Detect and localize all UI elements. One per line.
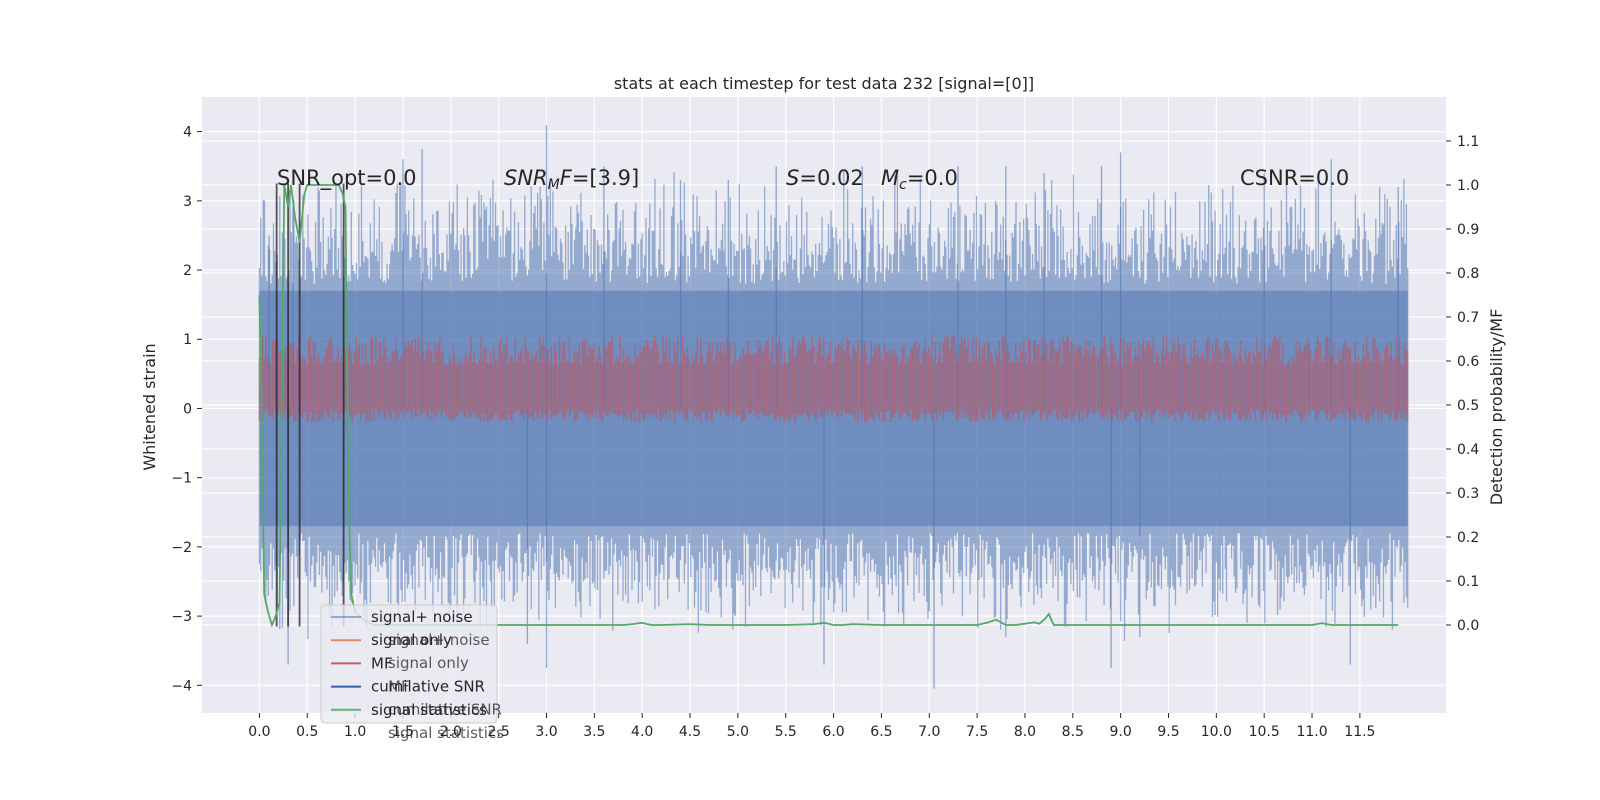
legend-label: MF [371,654,393,672]
x-tick-label: 9.0 [1110,724,1132,740]
x-tick-label: 3.0 [535,724,557,740]
x-tick-label: 4.0 [631,724,653,740]
tick-labels: 0.0 0.5 1.0 1.5 2.0 2.5 3.0 3.5 4.0 4.5 5.0 5.5 6.0 6… [171,125,1479,740]
y-tick-label-left: −3 [171,609,192,625]
x-tick-label: 2.0 [440,724,462,740]
y-tick-label-right: 0.0 [1457,618,1479,634]
legend-label: signal statistics [371,701,487,719]
y-tick-label-right: 0.6 [1457,354,1479,370]
legend-ghost: signal+ noise signal only MF cumilative SNR… [388,631,504,742]
legend-ghost-label: cumilative SNR [388,701,502,719]
annotation-mc: Mc=0.0 [881,166,958,193]
x-tick-label: 8.0 [1014,724,1036,740]
y-tick-label-right: 0.2 [1457,530,1479,546]
legend-ghost-label: signal statistics [388,724,504,742]
chart-title: stats at each timestep for test data 232… [614,74,1034,93]
legend-label: signal only [371,631,452,649]
legend-box [320,604,498,724]
y-tick-label-left: 2 [183,263,192,279]
y-tick-label-left: −1 [171,471,192,487]
y-tick-label-right: 0.3 [1457,486,1479,502]
annotation-s-stat: S=0.02 [786,166,864,190]
x-tick-label: 7.5 [966,724,988,740]
x-tick-label: 8.5 [1062,724,1084,740]
legend-ghost-label: signal+ noise [388,631,490,649]
x-tick-label: 10.0 [1201,724,1232,740]
annotation-snr-mf-val: =[3.9] [572,166,639,190]
x-tick-label: 0.0 [248,724,270,740]
marker-lines [275,183,345,627]
y-tick-label-right: 1.0 [1457,178,1479,194]
legend-label: cumilative SNR [371,678,485,696]
annotation-s-sym: S [786,166,799,190]
x-tick-label: 10.5 [1249,724,1280,740]
x-tick-label: 9.5 [1157,724,1179,740]
legend-label: signal+ noise [371,608,473,626]
y-tick-label-right: 0.5 [1457,398,1479,414]
annotation-snr-mf: SNRMF=[3.9] [504,166,639,193]
annotation-snr-mf-f: F [560,166,573,190]
y-tick-label-left: 1 [183,332,192,348]
mf-series [258,334,1409,423]
annotation-s-val: =0.02 [799,166,863,190]
x-tick-label: 5.5 [775,724,797,740]
legend-ghost-label: signal only [388,654,469,672]
y-axis-label-left: Whitened strain [140,343,159,470]
annotation-mc-sym: M [881,166,899,190]
noise-outliers [268,124,1399,689]
x-tick-label: 4.5 [679,724,701,740]
y-tick-label-left: −4 [171,678,192,694]
annotation-snr-mf-sym: SNR [504,166,548,190]
x-tick-label: 11.5 [1344,724,1375,740]
x-tick-label: 5.0 [727,724,749,740]
y-tick-label-right: 0.7 [1457,310,1479,326]
x-tick-label: 0.5 [296,724,318,740]
annotation-snr-mf-sub: M [548,177,560,193]
y-tick-label-right: 0.8 [1457,266,1479,282]
annotation-mc-val: =0.0 [907,166,958,190]
mf-trace [258,334,1409,423]
x-tick-label: 11.0 [1296,724,1327,740]
x-tick-label: 7.0 [918,724,940,740]
signal-statistics-line [258,184,1399,628]
signal-statistics-series [258,184,1399,628]
y-tick-label-left: 3 [183,194,192,210]
x-tick-label: 1.0 [344,724,366,740]
y-tick-label-right: 0.9 [1457,222,1479,238]
x-tick-label: 3.5 [583,724,605,740]
y-tick-label-right: 0.4 [1457,442,1479,458]
x-tick-label: 6.0 [822,724,844,740]
x-tick-label: 1.5 [392,724,414,740]
x-tick-label: 2.5 [488,724,510,740]
annotation-snr-opt: SNR_opt=0.0 [277,166,417,191]
annotation-mc-sub: c [899,177,907,193]
annotation-csnr: CSNR=0.0 [1240,166,1349,190]
x-tick-label: 6.5 [870,724,892,740]
y-tick-label-right: 1.1 [1457,134,1479,150]
y-tick-label-left: 0 [183,401,192,417]
legend-ghost-label: MF [388,677,410,695]
y-tick-label-left: 4 [183,125,192,141]
y-tick-label-left: −2 [171,540,192,556]
y-axis-label-right: Detection probability/MF [1487,309,1506,506]
y-tick-label-right: 0.1 [1457,574,1479,590]
